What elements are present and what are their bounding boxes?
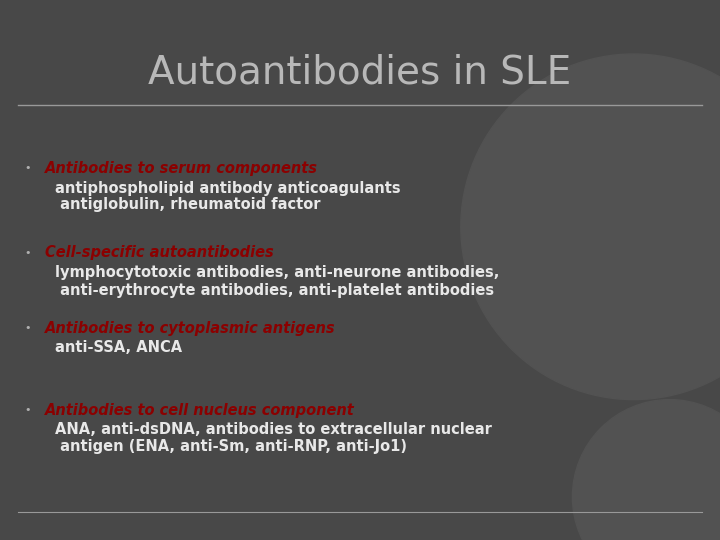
Text: Cell-specific autoantibodies: Cell-specific autoantibodies — [45, 246, 274, 260]
Text: antiglobulin, rheumatoid factor: antiglobulin, rheumatoid factor — [55, 198, 320, 213]
Text: ANA, anti-dsDNA, antibodies to extracellular nuclear: ANA, anti-dsDNA, antibodies to extracell… — [55, 422, 492, 437]
Text: anti-erythrocyte antibodies, anti-platelet antibodies: anti-erythrocyte antibodies, anti-platel… — [55, 282, 494, 298]
Text: Antibodies to serum components: Antibodies to serum components — [45, 160, 318, 176]
Circle shape — [461, 54, 720, 400]
Text: Autoantibodies in SLE: Autoantibodies in SLE — [148, 53, 572, 91]
Text: anti-SSA, ANCA: anti-SSA, ANCA — [55, 341, 182, 355]
Text: Antibodies to cell nucleus component: Antibodies to cell nucleus component — [45, 402, 355, 417]
Text: antigen (ENA, anti-Sm, anti-RNP, anti-Jo1): antigen (ENA, anti-Sm, anti-RNP, anti-Jo… — [55, 440, 407, 455]
Circle shape — [572, 400, 720, 540]
Text: •: • — [24, 405, 31, 415]
Text: lymphocytotoxic antibodies, anti-neurone antibodies,: lymphocytotoxic antibodies, anti-neurone… — [55, 266, 500, 280]
Text: •: • — [24, 323, 31, 333]
Text: •: • — [24, 248, 31, 258]
Text: antiphospholipid antibody anticoagulants: antiphospholipid antibody anticoagulants — [55, 180, 400, 195]
Text: Antibodies to cytoplasmic antigens: Antibodies to cytoplasmic antigens — [45, 321, 336, 335]
Text: •: • — [24, 163, 31, 173]
